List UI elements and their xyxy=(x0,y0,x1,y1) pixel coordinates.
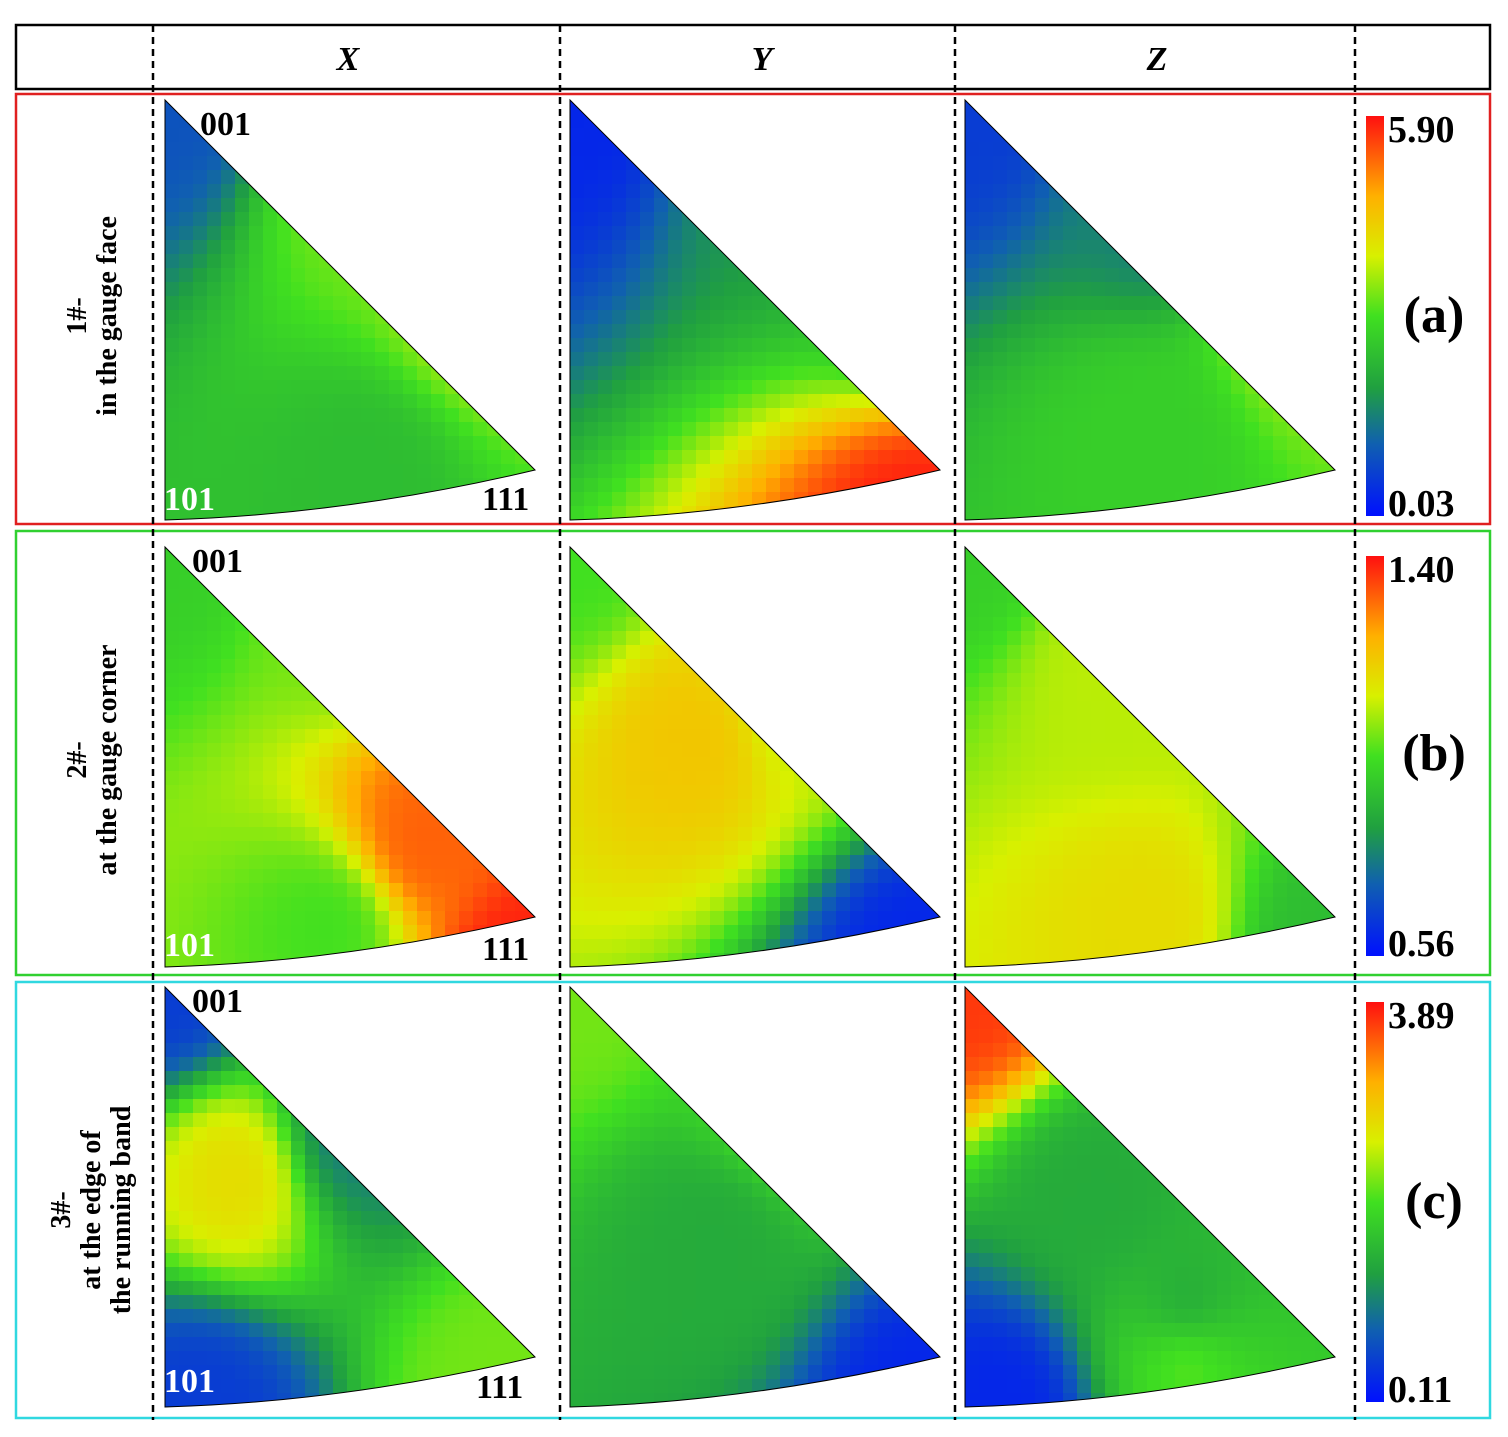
ipf-map-row1-col3 xyxy=(964,98,1336,521)
ipf-map-row3-col1 xyxy=(164,985,536,1408)
svg-text:1#-: 1#- xyxy=(62,297,93,334)
svg-text:3#-: 3#- xyxy=(46,1191,77,1228)
row-frame-b xyxy=(14,529,1492,977)
colorbar-a: 5.90 0.03 (a) xyxy=(1366,109,1464,525)
row-frame-a xyxy=(14,92,1492,526)
row-frame-c xyxy=(14,980,1492,1420)
pole-101-a: 101 xyxy=(164,481,215,518)
pole-111-c: 111 xyxy=(476,1369,523,1406)
scale-max-c: 3.89 xyxy=(1388,995,1455,1037)
pole-101-b: 101 xyxy=(164,927,215,964)
ipf-map-row1-col2 xyxy=(569,98,941,521)
column-header-y: Y xyxy=(752,41,776,78)
pole-001-c: 001 xyxy=(192,983,243,1020)
ipf-map-row3-col3 xyxy=(964,985,1336,1408)
pole-001-a: 001 xyxy=(200,106,251,143)
scale-max-a: 5.90 xyxy=(1388,109,1455,151)
ipf-map-row2-col3 xyxy=(964,545,1336,968)
header-frame xyxy=(14,23,1492,91)
scale-min-a: 0.03 xyxy=(1388,483,1455,525)
svg-text:at the gauge corner: at the gauge corner xyxy=(92,645,123,876)
colorbar-c: 3.89 0.11 (c) xyxy=(1366,995,1463,1411)
panel-label-b: (b) xyxy=(1402,725,1466,782)
pole-111-a: 111 xyxy=(482,481,529,518)
scale-max-b: 1.40 xyxy=(1388,549,1455,591)
svg-text:2#-: 2#- xyxy=(62,741,93,778)
svg-text:the running band: the running band xyxy=(106,1105,137,1314)
scale-min-c: 0.11 xyxy=(1388,1369,1452,1411)
pole-001-b: 001 xyxy=(192,543,243,580)
panel-label-c: (c) xyxy=(1405,1173,1463,1230)
column-header-x: X xyxy=(336,41,361,78)
column-header-z: Z xyxy=(1146,41,1168,78)
colorbar-b: 1.40 0.56 (b) xyxy=(1366,549,1466,965)
pole-111-b: 111 xyxy=(482,931,529,968)
ipf-map-row1-col1 xyxy=(164,98,536,521)
pole-101-c: 101 xyxy=(164,1363,215,1400)
row-label-c: 3#- at the edge of the running band xyxy=(46,1105,137,1314)
row-label-b: 2#- at the gauge corner xyxy=(62,645,123,876)
svg-text:in the gauge face: in the gauge face xyxy=(92,216,123,416)
row-label-a: 1#- in the gauge face xyxy=(62,216,123,416)
ipf-map-row2-col2 xyxy=(569,545,941,968)
ipf-map-row2-col1 xyxy=(164,545,536,968)
scale-min-b: 0.56 xyxy=(1388,923,1455,965)
ipf-map-row3-col2 xyxy=(569,985,941,1408)
panel-label-a: (a) xyxy=(1404,287,1465,344)
svg-text:at the edge of: at the edge of xyxy=(76,1130,107,1290)
